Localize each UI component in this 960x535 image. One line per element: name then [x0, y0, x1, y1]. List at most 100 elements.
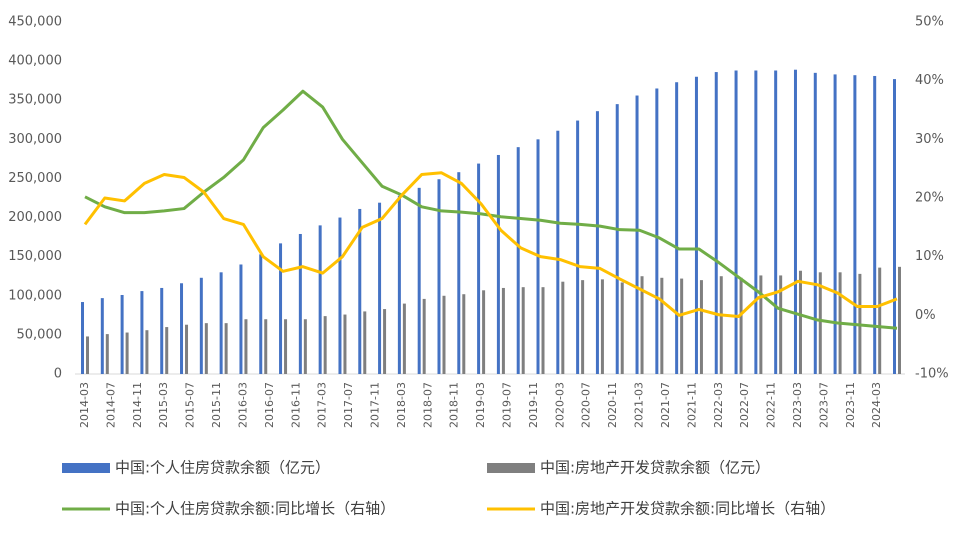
bar: [457, 172, 461, 374]
bar: [343, 314, 347, 374]
bar: [640, 276, 644, 374]
bar: [893, 79, 896, 374]
bar: [462, 294, 466, 374]
bar: [576, 120, 580, 374]
line: [83, 171, 898, 319]
y-tick-label: 250,000: [8, 171, 62, 186]
x-tick-label: 2015-11: [210, 382, 223, 428]
bar: [338, 217, 342, 374]
y-tick-label: 150,000: [8, 249, 62, 264]
bar: [501, 287, 505, 374]
bar: [442, 295, 446, 374]
bar: [264, 319, 268, 374]
bar: [714, 72, 718, 374]
x-tick-label: 2018-07: [421, 382, 434, 428]
bar: [402, 303, 406, 374]
bar: [798, 270, 802, 374]
bar: [363, 311, 367, 374]
y2-tick-label: 0%: [915, 308, 936, 323]
x-tick-label: 2020-07: [580, 382, 593, 428]
bar: [224, 323, 228, 374]
legend-swatch: [62, 463, 110, 473]
x-tick-label: 2018-11: [448, 382, 461, 428]
bar: [496, 154, 500, 374]
bar: [898, 266, 901, 374]
x-tick-label: 2018-03: [395, 382, 408, 428]
bar: [358, 208, 362, 374]
bar: [699, 280, 703, 374]
bar: [145, 330, 149, 374]
bar: [739, 277, 743, 374]
y2-tick-label: 20%: [915, 191, 944, 206]
legend-label: 中国:房地产开发贷款余额（亿元）: [540, 459, 770, 477]
bar: [383, 309, 387, 374]
x-tick-label: 2021-11: [685, 382, 698, 428]
x-tick-label: 2022-11: [765, 382, 778, 428]
y-tick-label: 0: [54, 367, 62, 382]
y-tick-label: 300,000: [8, 132, 62, 147]
bar: [734, 70, 738, 375]
bar: [595, 111, 599, 374]
bar: [298, 233, 302, 374]
bar: [774, 70, 778, 375]
bar: [793, 69, 797, 375]
bar: [719, 276, 723, 374]
legend-label: 中国:个人住房贷款余额:同比增长（右轴）: [115, 500, 395, 518]
bar: [105, 334, 109, 374]
x-tick-label: 2014-03: [78, 382, 91, 428]
x-tick-label: 2017-07: [342, 382, 355, 428]
x-tick-label: 2023-11: [844, 382, 857, 428]
bar: [655, 88, 659, 374]
bar: [521, 287, 525, 374]
x-tick-label: 2019-07: [501, 382, 514, 428]
bar: [86, 336, 89, 374]
bar: [160, 287, 164, 374]
y-tick-label: 350,000: [8, 93, 62, 108]
bar: [100, 298, 104, 374]
bar: [516, 147, 520, 374]
bar: [581, 280, 585, 374]
y2-tick-label: 40%: [915, 73, 944, 88]
x-tick-label: 2023-07: [817, 382, 830, 428]
bar: [397, 195, 401, 374]
x-tick-label: 2017-03: [316, 382, 329, 428]
bar: [165, 327, 169, 374]
bar: [675, 82, 679, 374]
bar: [259, 254, 263, 374]
x-tick-label: 2015-07: [184, 382, 197, 428]
bar: [635, 95, 639, 374]
bar: [477, 163, 481, 374]
y2-tick-label: 10%: [915, 249, 944, 264]
x-tick-label: 2017-11: [368, 382, 381, 428]
x-tick-label: 2014-07: [104, 382, 117, 428]
bar: [759, 275, 763, 374]
bar: [680, 278, 684, 374]
y-tick-label: 400,000: [8, 54, 62, 69]
bar: [853, 75, 857, 375]
bar: [199, 277, 203, 374]
bar: [120, 294, 124, 374]
bar: [600, 279, 604, 374]
bar: [615, 104, 619, 374]
bar: [140, 291, 144, 374]
bar: [754, 70, 758, 375]
bar: [219, 272, 223, 374]
x-tick-label: 2023-03: [791, 382, 804, 428]
bar: [279, 243, 283, 374]
y2-tick-label: 50%: [915, 15, 944, 30]
bar: [813, 72, 817, 374]
bar: [180, 283, 184, 374]
x-tick-label: 2016-11: [289, 382, 302, 428]
x-tick-label: 2019-11: [527, 382, 540, 428]
bar: [185, 324, 189, 374]
bar: [323, 316, 327, 374]
bar: [561, 281, 565, 374]
bar: [482, 290, 486, 374]
x-tick-label: 2014-11: [131, 382, 144, 428]
bar: [873, 75, 877, 375]
bar: [239, 264, 243, 374]
y-tick-label: 50,000: [17, 327, 63, 342]
bar: [81, 302, 84, 374]
bar: [204, 323, 208, 374]
